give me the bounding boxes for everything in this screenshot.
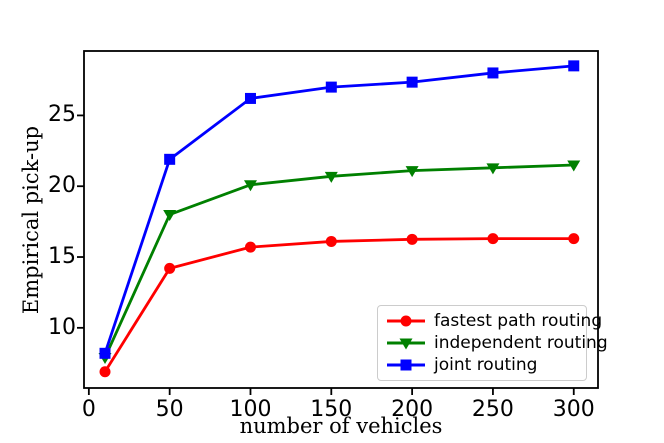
y-axis-title: Empirical pick-up bbox=[19, 125, 43, 315]
x-tick-label: 200 bbox=[391, 397, 434, 422]
x-tick-label: 50 bbox=[155, 397, 184, 422]
y-tick-label: 25 bbox=[48, 102, 76, 128]
x-axis-title: number of vehicles bbox=[239, 414, 443, 438]
x-tick-label: 100 bbox=[229, 397, 272, 422]
legend: fastest path routing independent routing… bbox=[377, 305, 608, 381]
triangle-down-marker-icon bbox=[387, 338, 425, 350]
x-tick-label: 300 bbox=[552, 397, 595, 422]
legend-item: joint routing bbox=[387, 354, 578, 376]
legend-label: fastest path routing bbox=[434, 311, 603, 331]
x-tick-label: 250 bbox=[471, 397, 514, 422]
legend-item: fastest path routing bbox=[387, 310, 602, 332]
legend-item: independent routing bbox=[387, 332, 608, 354]
square-marker-icon bbox=[387, 359, 425, 371]
y-tick-label: 10 bbox=[48, 314, 76, 340]
x-tick-label: 150 bbox=[310, 397, 353, 422]
x-tick-label: 0 bbox=[81, 397, 96, 422]
legend-label: joint routing bbox=[434, 355, 538, 375]
y-tick-label: 15 bbox=[48, 244, 76, 270]
circle-marker-icon bbox=[387, 315, 425, 327]
legend-label: independent routing bbox=[434, 333, 608, 353]
y-tick-label: 20 bbox=[48, 173, 76, 199]
